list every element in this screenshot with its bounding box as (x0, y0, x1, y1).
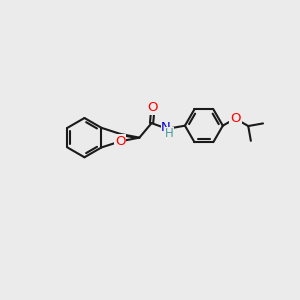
Text: N: N (161, 121, 171, 134)
Text: O: O (115, 135, 125, 148)
Text: H: H (165, 128, 173, 140)
Text: O: O (148, 101, 158, 114)
Text: O: O (230, 112, 241, 125)
